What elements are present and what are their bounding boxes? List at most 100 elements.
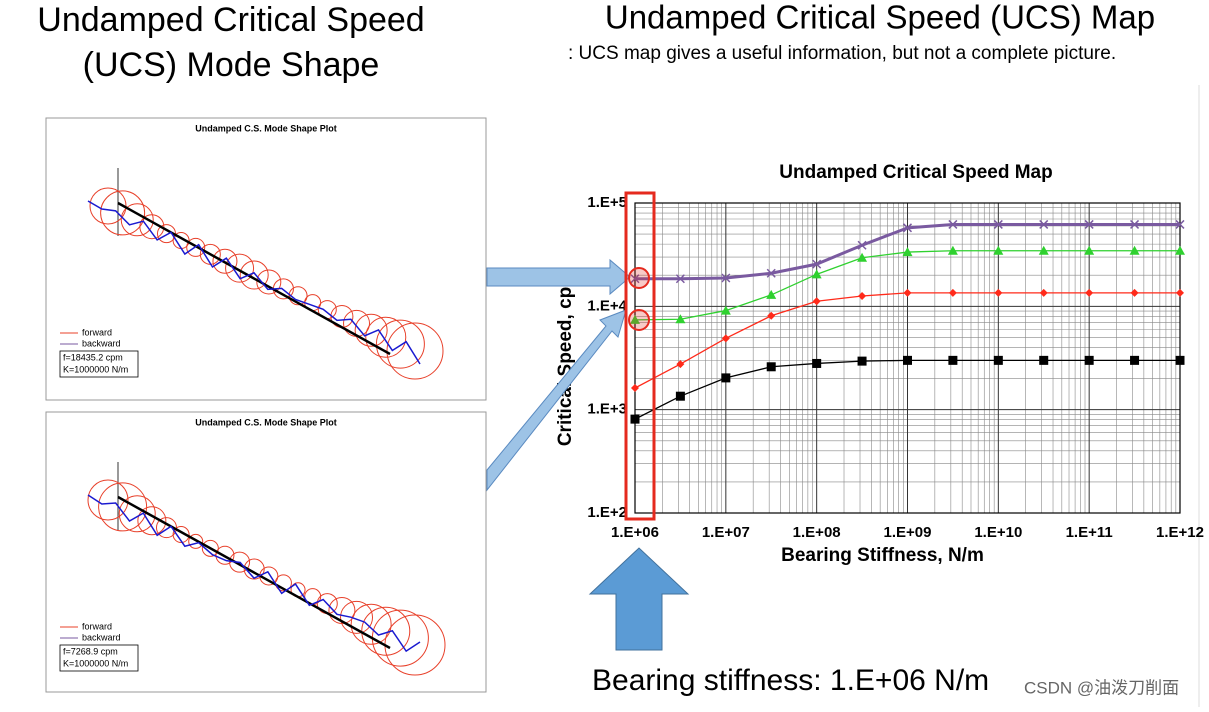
marker xyxy=(721,273,731,283)
marker xyxy=(857,356,867,366)
marker xyxy=(1084,245,1095,255)
shaft xyxy=(117,201,391,356)
x-tick-label: 1.E+12 xyxy=(1156,524,1204,541)
orbit xyxy=(243,558,265,580)
orbit xyxy=(256,269,282,295)
marker xyxy=(1039,355,1049,365)
marker xyxy=(721,373,731,383)
marker xyxy=(948,355,958,365)
marker xyxy=(812,297,821,306)
info-box xyxy=(59,644,139,672)
arrow xyxy=(588,547,690,651)
info-text: f=7268.9 cpm xyxy=(63,646,118,656)
info-text: f=18435.2 cpm xyxy=(63,352,123,362)
marker xyxy=(766,289,777,299)
shaft xyxy=(117,495,391,650)
orbit xyxy=(100,190,146,236)
marker xyxy=(630,314,640,324)
orbit xyxy=(120,203,154,237)
marker xyxy=(948,219,958,229)
legend-label: backward xyxy=(82,632,121,642)
marker xyxy=(903,288,912,297)
orbit xyxy=(354,313,388,347)
orbit xyxy=(118,495,156,533)
marker xyxy=(675,314,686,324)
x-tick-label: 1.E+09 xyxy=(884,524,932,541)
legend-label: backward xyxy=(82,338,121,348)
info-text: K=1000000 N/m xyxy=(63,364,128,374)
x-tick-label: 1.E+10 xyxy=(974,524,1022,541)
marker xyxy=(993,355,1003,365)
legend-label: forward xyxy=(82,621,112,631)
marker xyxy=(811,269,822,279)
right-title: Undamped Critical Speed (UCS) Map xyxy=(605,0,1155,36)
marker xyxy=(993,219,1003,229)
info-box xyxy=(59,350,139,378)
left-title: (UCS) Mode Shape xyxy=(83,46,380,84)
highlight-circle xyxy=(628,267,650,289)
orbit xyxy=(212,248,238,274)
marker xyxy=(720,305,731,315)
orbit xyxy=(89,187,127,225)
marker xyxy=(1084,355,1094,365)
marker xyxy=(676,360,685,369)
marker xyxy=(1130,355,1140,365)
caption: Bearing stiffness: 1.E+06 N/m xyxy=(592,664,989,697)
chart-title: Undamped Critical Speed Map xyxy=(779,162,1052,183)
orbit xyxy=(239,260,269,290)
orbit xyxy=(229,551,251,573)
orbit xyxy=(188,533,204,549)
orbit xyxy=(375,319,425,369)
y-tick-label: 1.E+2 xyxy=(587,504,627,521)
y-tick-label: 1.E+3 xyxy=(587,401,627,418)
marker xyxy=(1175,245,1185,255)
highlight-box xyxy=(624,191,656,521)
mode-shape xyxy=(87,200,421,365)
marker xyxy=(858,291,867,300)
marker xyxy=(630,414,640,424)
marker xyxy=(1175,219,1185,229)
mode-plot-title: Undamped C.S. Mode Shape Plot xyxy=(195,123,337,133)
y-axis-title: Critical Speed, cpm xyxy=(555,270,576,446)
x-tick-label: 1.E+11 xyxy=(1066,524,1113,541)
arrow xyxy=(486,258,631,296)
orbit xyxy=(215,545,235,565)
mode-plot-title: Undamped C.S. Mode Shape Plot xyxy=(195,417,337,427)
marker xyxy=(1038,245,1049,255)
marker xyxy=(903,355,912,365)
orbit xyxy=(139,214,165,240)
marker xyxy=(902,247,913,257)
legend-label: forward xyxy=(82,327,112,337)
orbit xyxy=(137,506,167,536)
marker xyxy=(857,240,867,250)
marker xyxy=(902,223,913,233)
orbit xyxy=(288,286,308,306)
marker xyxy=(812,259,822,269)
marker xyxy=(947,245,958,255)
orbit xyxy=(365,316,407,358)
orbit xyxy=(201,539,219,557)
marker xyxy=(1039,219,1049,229)
marker xyxy=(812,358,822,368)
mode-shape xyxy=(87,494,421,653)
marker xyxy=(1175,355,1185,365)
marker xyxy=(993,245,1004,255)
marker xyxy=(630,274,640,284)
orbit xyxy=(186,237,206,257)
orbit xyxy=(340,600,374,634)
orbit xyxy=(98,482,148,532)
orbit xyxy=(225,253,255,283)
marker xyxy=(766,268,776,278)
marker xyxy=(721,334,730,343)
marker xyxy=(1085,288,1094,297)
marker xyxy=(857,252,868,262)
x-tick-label: 1.E+06 xyxy=(611,524,659,541)
x-tick-label: 1.E+08 xyxy=(793,524,841,541)
marker xyxy=(1130,288,1139,297)
chart: Undamped Critical Speed Map 1.E+06 1.E+07 1… xyxy=(555,162,1204,566)
marker xyxy=(1129,245,1140,255)
y-tick-label: 1.E+4 xyxy=(587,297,627,314)
marker xyxy=(1130,219,1140,229)
orbit xyxy=(172,526,190,544)
